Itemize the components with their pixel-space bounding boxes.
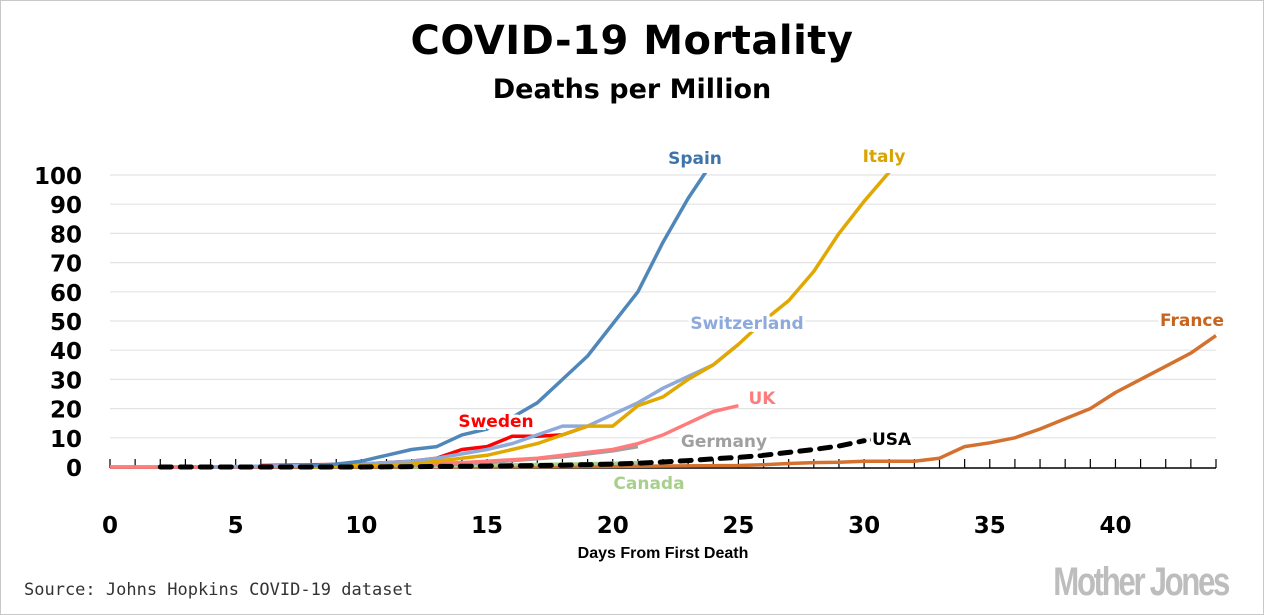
- y-tick-label: 50: [50, 310, 82, 336]
- chart-title: COVID-19 Mortality: [410, 18, 854, 64]
- usa-end-dot: [869, 436, 877, 443]
- x-axis-label: Days From First Death: [578, 545, 749, 562]
- y-tick-label: 10: [50, 427, 82, 453]
- x-tick-label: 15: [471, 513, 503, 539]
- y-tick-label: 80: [50, 222, 82, 248]
- series-label-germany: Germany: [681, 432, 767, 452]
- series-label-canada: Canada: [613, 474, 684, 494]
- y-tick-label: 70: [50, 252, 82, 278]
- y-tick-label: 60: [50, 281, 82, 307]
- gridlines: [110, 174, 1216, 439]
- series-label-italy: Italy: [863, 147, 906, 167]
- chart-subtitle: Deaths per Million: [492, 74, 772, 105]
- series-labels: France Canada Germany UK Sweden Switzerland It…: [455, 144, 1227, 497]
- x-tick-label: 10: [345, 513, 377, 539]
- y-tick-label: 40: [50, 339, 82, 365]
- series-line-france: [110, 334, 1218, 469]
- y-axis: 0 10 20 30 40 50 60 70 80 90 100: [34, 164, 82, 482]
- series-label-spain: Spain: [668, 149, 722, 169]
- series-label-sweden: Sweden: [458, 412, 533, 432]
- series-lines: [110, 173, 1218, 470]
- series-label-switzerland: Switzerland: [690, 314, 803, 334]
- series-label-usa: USA: [872, 430, 912, 450]
- x-tick-label: 30: [848, 513, 880, 539]
- x-tick-label: 20: [597, 513, 629, 539]
- series-label-uk: UK: [749, 389, 777, 409]
- y-tick-label: 30: [50, 368, 82, 394]
- y-tick-label: 100: [34, 164, 82, 190]
- series-line-italy: [311, 173, 891, 469]
- x-tick-label: 5: [228, 513, 244, 539]
- x-tick-label: 25: [722, 513, 754, 539]
- x-tick-label: 35: [974, 513, 1006, 539]
- mother-jones-logo: Mother Jones: [1053, 560, 1230, 604]
- y-tick-label: 0: [66, 456, 82, 482]
- x-tick-label: 0: [102, 513, 118, 539]
- x-axis: 0 5 10 15 20 25 30 35 40: [102, 459, 1217, 539]
- series-line-uk: [110, 403, 739, 469]
- source-note: Source: Johns Hopkins COVID-19 dataset: [24, 580, 413, 600]
- y-tick-label: 20: [50, 398, 82, 424]
- x-tick-label: 40: [1099, 513, 1131, 539]
- y-tick-label: 90: [50, 193, 82, 219]
- series-line-spain: [311, 173, 708, 468]
- series-label-france: France: [1160, 311, 1224, 331]
- series-line-usa: [157, 438, 867, 470]
